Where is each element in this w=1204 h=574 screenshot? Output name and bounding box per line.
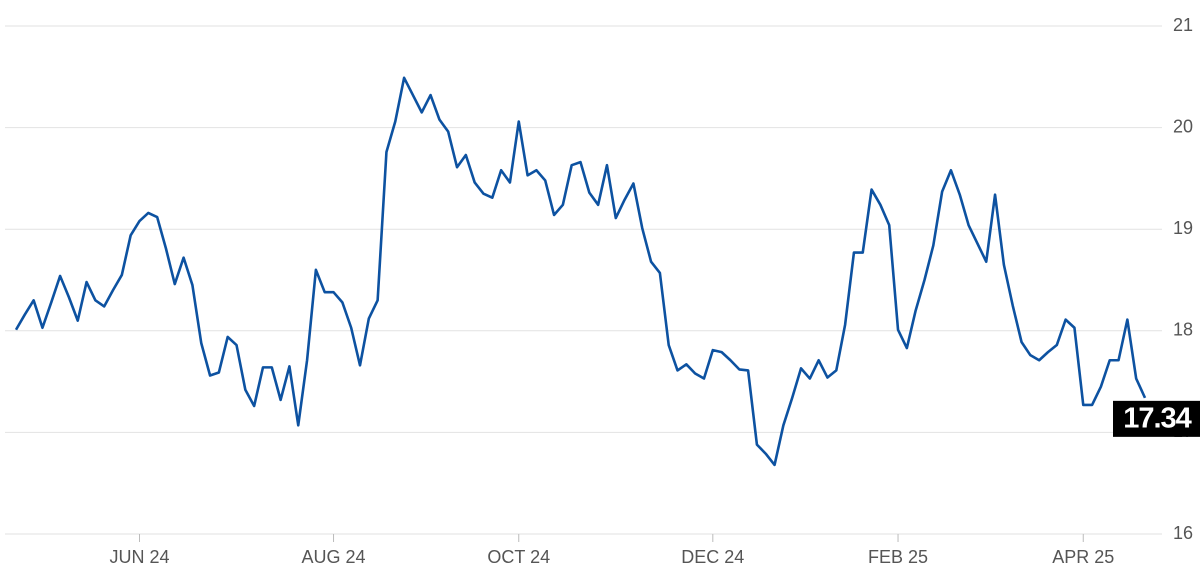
x-tick-label: AUG 24 bbox=[302, 547, 366, 567]
x-tick-label: OCT 24 bbox=[487, 547, 550, 567]
y-tick-label: 21 bbox=[1173, 15, 1193, 35]
x-tick-label: FEB 25 bbox=[868, 547, 928, 567]
y-tick-label: 18 bbox=[1173, 320, 1193, 340]
x-tick-label: DEC 24 bbox=[681, 547, 744, 567]
x-tick-label: JUN 24 bbox=[109, 547, 169, 567]
y-tick-label: 19 bbox=[1173, 218, 1193, 238]
last-value-badge bbox=[1113, 400, 1200, 437]
y-tick-label: 20 bbox=[1173, 116, 1193, 136]
last-value-label: 17.34 bbox=[1123, 403, 1191, 435]
y-tick-label: 16 bbox=[1173, 523, 1193, 543]
price-line bbox=[14, 76, 1147, 467]
x-tick-label: APR 25 bbox=[1052, 547, 1114, 567]
